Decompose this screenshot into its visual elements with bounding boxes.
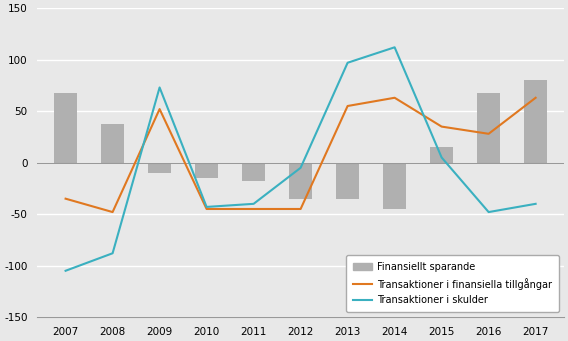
- Transaktioner i finansiella tillgångar: [391, 96, 398, 100]
- Bar: [54, 93, 77, 163]
- Transaktioner i skulder: [297, 166, 304, 170]
- Transaktioner i finansiella tillgångar: [297, 207, 304, 211]
- Transaktioner i skulder: [532, 202, 539, 206]
- Bar: [524, 80, 548, 163]
- Bar: [101, 123, 124, 163]
- Bar: [383, 163, 406, 209]
- Transaktioner i skulder: [344, 61, 351, 65]
- Bar: [148, 163, 172, 173]
- Transaktioner i skulder: [62, 269, 69, 273]
- Transaktioner i skulder: [250, 202, 257, 206]
- Bar: [430, 147, 453, 163]
- Transaktioner i skulder: [391, 45, 398, 49]
- Line: Transaktioner i skulder: Transaktioner i skulder: [65, 47, 536, 271]
- Transaktioner i skulder: [156, 85, 163, 89]
- Transaktioner i finansiella tillgångar: [62, 197, 69, 201]
- Transaktioner i skulder: [203, 205, 210, 209]
- Bar: [477, 93, 500, 163]
- Transaktioner i skulder: [485, 210, 492, 214]
- Transaktioner i finansiella tillgångar: [203, 207, 210, 211]
- Transaktioner i finansiella tillgångar: [250, 207, 257, 211]
- Bar: [195, 163, 218, 178]
- Transaktioner i finansiella tillgångar: [109, 210, 116, 214]
- Bar: [289, 163, 312, 199]
- Line: Transaktioner i finansiella tillgångar: Transaktioner i finansiella tillgångar: [65, 98, 536, 212]
- Bar: [242, 163, 265, 181]
- Bar: [336, 163, 360, 199]
- Transaktioner i skulder: [109, 251, 116, 255]
- Transaktioner i finansiella tillgångar: [344, 104, 351, 108]
- Legend: Finansiellt sparande, Transaktioner i finansiella tillgångar, Transaktioner i sk: Finansiellt sparande, Transaktioner i fi…: [346, 255, 559, 312]
- Transaktioner i finansiella tillgångar: [485, 132, 492, 136]
- Transaktioner i finansiella tillgångar: [438, 124, 445, 129]
- Transaktioner i finansiella tillgångar: [532, 96, 539, 100]
- Transaktioner i finansiella tillgångar: [156, 107, 163, 111]
- Transaktioner i skulder: [438, 155, 445, 160]
